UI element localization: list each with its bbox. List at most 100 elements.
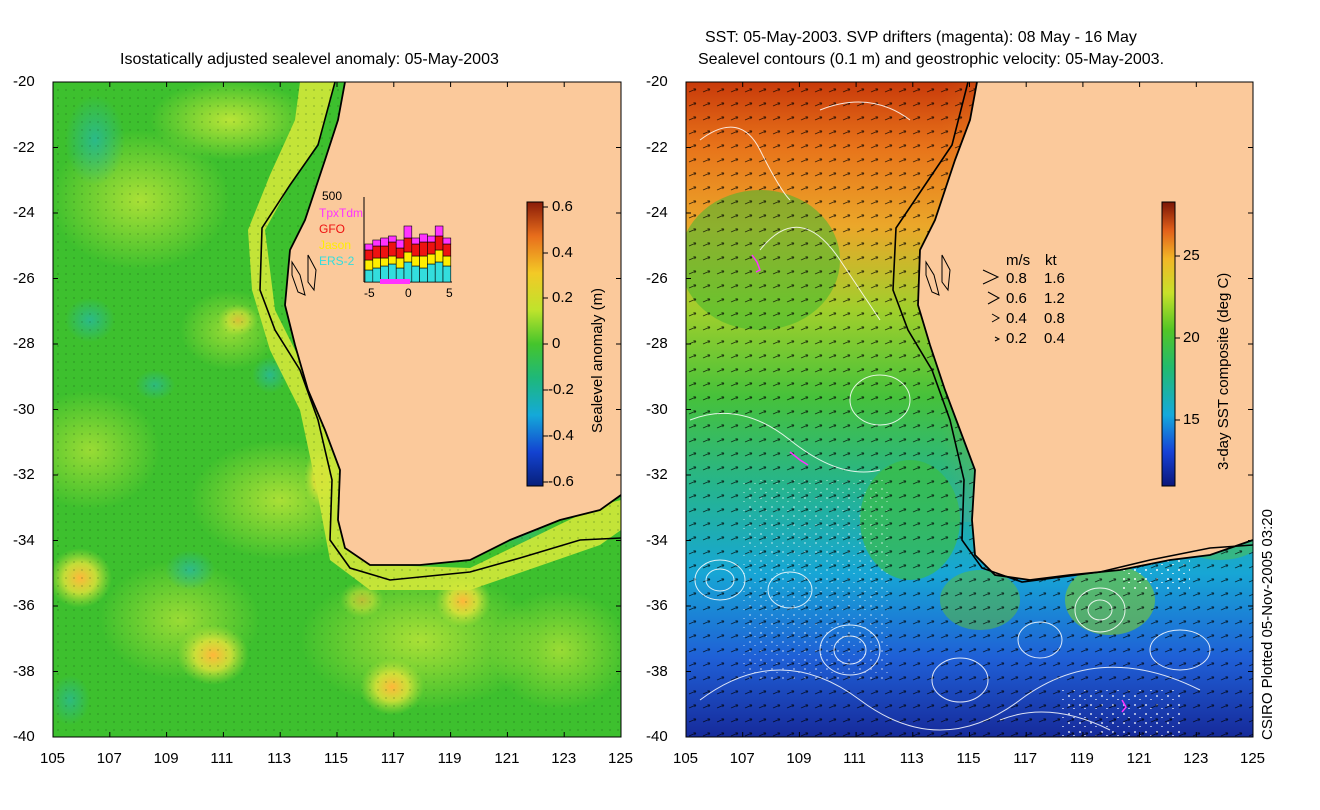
x-tick-label: 119 [437, 750, 462, 767]
inset-bar-segment [442, 237, 452, 245]
x-tick-label: 125 [608, 750, 634, 767]
velocity-row-ms: 0.4 [1006, 310, 1027, 327]
inset-bar-segment [380, 237, 389, 247]
x-tick-label: 121 [1126, 750, 1152, 767]
inset-bar-segment [380, 257, 389, 267]
y-tick-label: -34 [13, 531, 35, 549]
inset-bar-segment [427, 241, 436, 255]
right-panel-title-line2: Sealevel contours (0.1 m) and geostrophi… [698, 51, 1165, 68]
inset-bar-segment [372, 239, 381, 247]
velocity-row-ms: 0.8 [1006, 270, 1027, 287]
x-tick-label: 107 [729, 750, 755, 767]
sla-cb-tick-0.6: 0.6 [552, 198, 573, 215]
x-tick-label: 113 [899, 750, 924, 767]
inset-bar-segment [364, 269, 374, 283]
inset-bar-segment [434, 235, 444, 251]
y-tick-label: -26 [646, 269, 668, 287]
inset-bar-segment [419, 233, 428, 243]
velocity-header-ms: m/s [1006, 252, 1031, 269]
y-tick-label: -30 [13, 400, 35, 418]
x-tick-label: 123 [1183, 750, 1209, 767]
inset-bar-segment [427, 253, 436, 265]
x-tick-label: 111 [843, 750, 866, 767]
inset-xtick-5: 5 [446, 286, 453, 300]
velocity-row-ms: 0.2 [1006, 330, 1027, 347]
inset-bar-segment [388, 235, 397, 243]
inset-bar-segment [364, 249, 374, 261]
y-tick-label: -22 [13, 138, 35, 156]
y-tick-label: -38 [646, 662, 668, 680]
x-tick-label: 109 [786, 750, 812, 767]
x-tick-label: 107 [96, 750, 122, 767]
inset-bar-segment [411, 255, 420, 267]
y-tick-label: -40 [646, 728, 668, 745]
inset-bar-segment [427, 263, 436, 283]
sla-cb-tick-neg0.2: -0.2 [548, 381, 574, 398]
velocity-header-kt: kt [1045, 252, 1057, 269]
inset-bar-segment [395, 239, 405, 249]
velocity-row-kt: 0.8 [1044, 310, 1065, 327]
x-tick-label: 111 [210, 750, 234, 767]
inset-bar-segment [372, 245, 381, 259]
y-tick-label: -32 [646, 466, 668, 483]
sla-cb-label: Sealevel anomaly (m) [589, 287, 606, 433]
sla-cb-tick-0: 0 [552, 335, 561, 352]
inset-bar-segment [388, 241, 397, 257]
sla-cb-tick-0.2: 0.2 [552, 289, 573, 306]
inset-bar-segment [395, 247, 405, 259]
sla-cb-tick-0.4: 0.4 [552, 244, 573, 261]
right-panel-title-line1: SST: 05-May-2003. SVP drifters (magenta)… [705, 29, 1137, 46]
inset-bar-segment [434, 261, 444, 283]
x-tick-label: 125 [1240, 750, 1266, 767]
satellite-inset-chart [363, 197, 452, 284]
inset-bar-segment [364, 243, 374, 251]
y-tick-label: -36 [13, 597, 35, 614]
sla-colorbar [526, 201, 544, 487]
inset-bar-segment [403, 237, 413, 253]
inset-bar-segment [395, 257, 405, 269]
y-tick-label: -36 [646, 597, 668, 614]
inset-legend-tpxtdm: TpxTdm [319, 206, 364, 220]
y-tick-label: -20 [646, 73, 668, 90]
y-tick-label: -40 [13, 728, 35, 745]
x-tick-label: 105 [673, 750, 699, 767]
x-tick-label: 117 [380, 750, 405, 767]
y-tick-label: -34 [646, 531, 668, 549]
sst-cb-tick-25: 25 [1183, 247, 1200, 264]
inset-bar-segment [442, 255, 452, 267]
y-tick-label: -22 [646, 138, 668, 156]
y-tick-label: -24 [13, 204, 35, 221]
inset-bar-segment [442, 265, 452, 283]
inset-bar-segment [380, 245, 389, 259]
inset-legend-ers2: ERS-2 [319, 254, 355, 268]
inset-bar-segment [419, 267, 428, 283]
y-tick-label: -28 [646, 335, 668, 352]
velocity-row-ms: 0.6 [1006, 290, 1027, 307]
inset-bar-segment [434, 225, 444, 237]
inset-legend-gfo: GFO [319, 222, 345, 236]
y-tick-label: -28 [13, 335, 35, 352]
inset-bar-segment [434, 249, 444, 263]
x-tick-label: 113 [267, 750, 292, 767]
sst-cb-tick-15: 15 [1183, 411, 1200, 428]
y-tick-label: -24 [646, 204, 668, 221]
inset-xtick-neg5: -5 [364, 286, 375, 300]
x-tick-label: 123 [551, 750, 577, 767]
inset-bar-segment [388, 255, 397, 265]
x-tick-label: 119 [1069, 750, 1094, 767]
velocity-legend-arrows [982, 269, 1001, 342]
inset-bar-segment [411, 265, 420, 283]
velocity-row-kt: 1.2 [1044, 290, 1065, 307]
x-tick-label: 115 [324, 750, 348, 767]
inset-xtick-0: 0 [405, 286, 412, 300]
inset-bar-segment [427, 235, 436, 243]
x-tick-label: 117 [1013, 750, 1038, 767]
sst-cb-tick-20: 20 [1183, 329, 1200, 346]
inset-bar-segment [442, 243, 452, 257]
y-tick-label: -38 [13, 662, 35, 680]
x-tick-label: 105 [40, 750, 66, 767]
sla-cb-tick-neg0.4: -0.4 [548, 427, 574, 444]
inset-bar-segment [403, 251, 413, 263]
left-panel-title: Isostatically adjusted sealevel anomaly:… [120, 51, 499, 68]
